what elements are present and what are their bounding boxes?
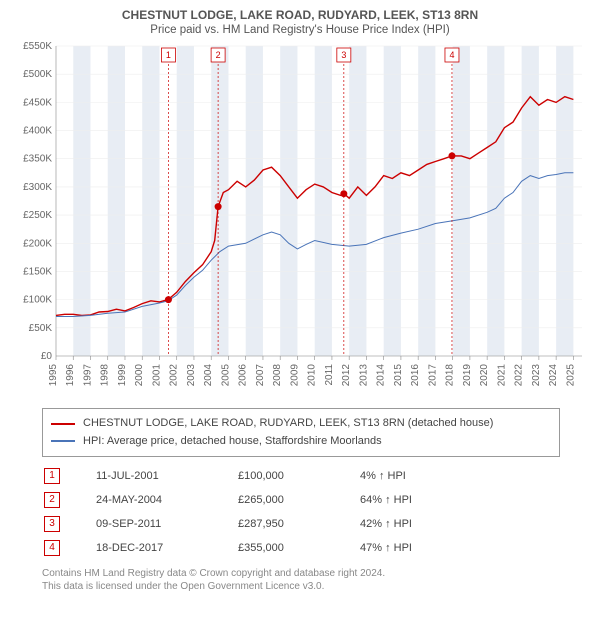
sale-date: 11-JUL-2001	[96, 465, 236, 487]
svg-text:£350K: £350K	[23, 154, 52, 165]
table-row: 3 09-SEP-2011£287,95042% ↑ HPI	[44, 513, 540, 535]
svg-text:£100K: £100K	[23, 295, 52, 306]
svg-text:4: 4	[449, 50, 454, 60]
svg-text:2002: 2002	[169, 364, 180, 387]
sale-price: £287,950	[238, 513, 358, 535]
svg-text:2007: 2007	[255, 364, 266, 387]
svg-text:1996: 1996	[65, 364, 76, 387]
chart-titles: CHESTNUT LODGE, LAKE ROAD, RUDYARD, LEEK…	[8, 8, 592, 36]
svg-text:£250K: £250K	[23, 210, 52, 221]
svg-text:£50K: £50K	[29, 323, 53, 334]
svg-text:2009: 2009	[289, 364, 300, 387]
svg-text:£500K: £500K	[23, 69, 52, 80]
sales-table: 1 11-JUL-2001£100,0004% ↑ HPI 2 24-MAY-2004…	[42, 463, 542, 561]
chart-svg: £0 £50K £100K £150K £200K £250K £300K £350K £400…	[8, 40, 592, 400]
table-row: 4 18-DEC-2017£355,00047% ↑ HPI	[44, 537, 540, 559]
legend-swatch	[51, 423, 75, 425]
svg-text:2018: 2018	[445, 364, 456, 387]
svg-text:2014: 2014	[376, 364, 387, 387]
footer-line-1: Contains HM Land Registry data © Crown c…	[42, 567, 592, 580]
sale-delta: 64% ↑ HPI	[360, 489, 540, 511]
svg-text:2012: 2012	[341, 364, 352, 387]
sale-marker-box: 1	[44, 468, 60, 484]
table-row: 2 24-MAY-2004£265,00064% ↑ HPI	[44, 489, 540, 511]
svg-text:2013: 2013	[358, 364, 369, 387]
legend-label: CHESTNUT LODGE, LAKE ROAD, RUDYARD, LEEK…	[83, 415, 493, 433]
svg-text:2024: 2024	[548, 364, 559, 387]
svg-text:2: 2	[216, 50, 221, 60]
sale-marker-box: 3	[44, 516, 60, 532]
svg-text:3: 3	[341, 50, 346, 60]
sale-marker-box: 4	[44, 540, 60, 556]
table-row: 1 11-JUL-2001£100,0004% ↑ HPI	[44, 465, 540, 487]
sale-delta: 4% ↑ HPI	[360, 465, 540, 487]
svg-text:2005: 2005	[220, 364, 231, 387]
svg-text:2011: 2011	[324, 364, 335, 386]
sale-marker-box: 2	[44, 492, 60, 508]
sale-price: £265,000	[238, 489, 358, 511]
svg-text:£200K: £200K	[23, 238, 52, 249]
svg-text:2015: 2015	[393, 364, 404, 387]
svg-text:1995: 1995	[48, 364, 59, 387]
sale-price: £355,000	[238, 537, 358, 559]
svg-text:2001: 2001	[151, 364, 162, 387]
title-address: CHESTNUT LODGE, LAKE ROAD, RUDYARD, LEEK…	[8, 8, 592, 22]
svg-text:2022: 2022	[514, 364, 525, 387]
legend-item-hpi: HPI: Average price, detached house, Staf…	[51, 433, 551, 451]
sale-date: 18-DEC-2017	[96, 537, 236, 559]
sale-date: 09-SEP-2011	[96, 513, 236, 535]
footer: Contains HM Land Registry data © Crown c…	[42, 567, 592, 593]
svg-text:1997: 1997	[82, 364, 93, 387]
footer-line-2: This data is licensed under the Open Gov…	[42, 580, 592, 593]
svg-text:2010: 2010	[307, 364, 318, 387]
svg-text:2004: 2004	[203, 364, 214, 387]
svg-text:2020: 2020	[479, 364, 490, 387]
svg-text:2006: 2006	[238, 364, 249, 387]
svg-text:2016: 2016	[410, 364, 421, 387]
svg-text:£0: £0	[41, 351, 53, 362]
svg-text:£300K: £300K	[23, 182, 52, 193]
svg-text:£450K: £450K	[23, 97, 52, 108]
legend-swatch	[51, 440, 75, 442]
sale-price: £100,000	[238, 465, 358, 487]
svg-text:2017: 2017	[427, 364, 438, 387]
sale-delta: 42% ↑ HPI	[360, 513, 540, 535]
legend-item-property: CHESTNUT LODGE, LAKE ROAD, RUDYARD, LEEK…	[51, 415, 551, 433]
year-bands	[73, 46, 573, 356]
svg-text:£150K: £150K	[23, 266, 52, 277]
svg-text:2003: 2003	[186, 364, 197, 387]
svg-text:2019: 2019	[462, 364, 473, 387]
legend-label: HPI: Average price, detached house, Staf…	[83, 433, 382, 451]
svg-text:2008: 2008	[272, 364, 283, 387]
svg-text:1999: 1999	[117, 364, 128, 387]
sale-date: 24-MAY-2004	[96, 489, 236, 511]
svg-text:2000: 2000	[134, 364, 145, 387]
svg-text:£400K: £400K	[23, 126, 52, 137]
title-subtitle: Price paid vs. HM Land Registry's House …	[8, 24, 592, 36]
sale-delta: 47% ↑ HPI	[360, 537, 540, 559]
svg-text:2021: 2021	[496, 364, 507, 387]
legend: CHESTNUT LODGE, LAKE ROAD, RUDYARD, LEEK…	[42, 408, 560, 457]
price-chart: £0 £50K £100K £150K £200K £250K £300K £350K £400…	[8, 40, 592, 400]
svg-text:£550K: £550K	[23, 41, 52, 52]
y-axis: £0 £50K £100K £150K £200K £250K £300K £350K £400…	[23, 41, 52, 362]
svg-text:2023: 2023	[531, 364, 542, 387]
svg-text:1998: 1998	[100, 364, 111, 387]
svg-text:2025: 2025	[565, 364, 576, 387]
svg-text:1: 1	[166, 50, 171, 60]
